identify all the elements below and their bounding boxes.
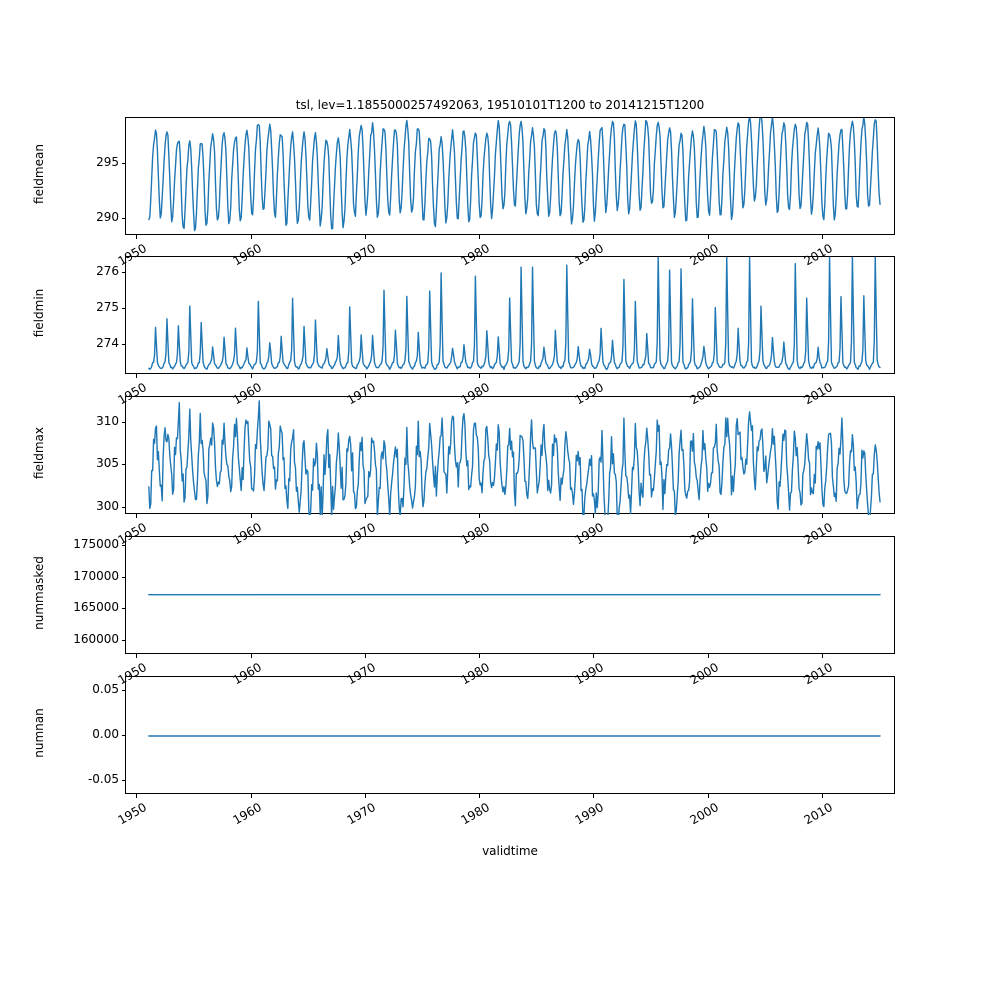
y-tick-label: 275 [96, 299, 119, 314]
y-tick-mark [121, 640, 125, 642]
x-tick-mark [136, 794, 138, 798]
y-tick-mark [121, 217, 125, 219]
subplot-fieldmin [125, 256, 895, 374]
x-tick-mark [707, 374, 709, 378]
data-line-nummasked [148, 594, 881, 596]
x-tick-mark [136, 514, 138, 518]
subplot-fieldmax [125, 396, 895, 515]
y-tick-mark [121, 507, 125, 509]
x-tick-mark [250, 235, 252, 239]
x-tick-label: 2000 [687, 800, 721, 828]
y-tick-mark [121, 544, 125, 546]
x-tick-mark [136, 654, 138, 658]
x-tick-mark [707, 794, 709, 798]
x-tick-mark [479, 235, 481, 239]
x-tick-mark [364, 794, 366, 798]
x-tick-label: 1950 [115, 800, 150, 828]
y-tick-label: 160000 [73, 632, 119, 647]
y-tick-label: 290 [96, 209, 119, 224]
y-tick-label: 0.05 [92, 682, 119, 697]
y-tick-mark [121, 735, 125, 736]
x-tick-mark [593, 235, 595, 239]
y-tick-mark [121, 162, 125, 164]
data-line-fieldmax [148, 400, 881, 515]
x-tick-mark [593, 794, 595, 798]
x-tick-mark [821, 794, 823, 798]
data-line-fieldmin [148, 257, 881, 371]
x-tick-mark [593, 374, 595, 378]
x-tick-mark [593, 654, 595, 658]
x-tick-mark [250, 794, 252, 798]
y-tick-mark [121, 421, 125, 423]
x-tick-mark [479, 374, 481, 378]
data-line-fieldmean [148, 118, 881, 232]
y-tick-mark [121, 779, 125, 781]
x-tick-mark [707, 654, 709, 658]
y-tick-label: 0.00 [92, 727, 119, 741]
y-tick-mark [121, 608, 125, 610]
x-tick-label: 1960 [230, 800, 264, 828]
x-tick-mark [707, 235, 709, 239]
x-tick-mark [364, 374, 366, 378]
subplot-numnan [125, 676, 895, 794]
y-tick-mark [121, 690, 125, 692]
figure-title: tsl, lev=1.1855000257492063, 19510101T12… [295, 98, 705, 112]
y-tick-label: 165000 [73, 600, 119, 615]
y-tick-mark [121, 576, 125, 578]
subplot-fieldmean [125, 117, 895, 235]
y-tick-label: 300 [96, 499, 119, 514]
x-tick-mark [364, 654, 366, 658]
x-tick-mark [821, 235, 823, 239]
x-tick-mark [821, 654, 823, 658]
x-tick-mark [136, 374, 138, 378]
x-tick-mark [250, 374, 252, 378]
x-tick-label: 2010 [801, 800, 835, 828]
x-tick-mark [250, 514, 252, 518]
x-tick-mark [821, 374, 823, 378]
y-tick-label: 295 [96, 154, 119, 169]
data-line-numnan [148, 735, 881, 737]
y-axis-label-numnan: numnan [32, 708, 46, 758]
y-tick-label: 305 [96, 456, 119, 471]
y-tick-mark [121, 307, 125, 309]
y-tick-label: 175000 [73, 536, 119, 551]
y-tick-mark [121, 464, 125, 466]
y-tick-label: 170000 [73, 568, 119, 583]
subplot-nummasked [125, 536, 895, 654]
x-tick-mark [821, 514, 823, 518]
x-tick-mark [136, 235, 138, 239]
x-tick-mark [364, 514, 366, 518]
x-tick-mark [479, 794, 481, 798]
x-tick-mark [250, 654, 252, 658]
x-tick-mark [479, 654, 481, 658]
x-tick-mark [364, 235, 366, 239]
x-axis-label: validtime [482, 844, 538, 858]
y-tick-label: -0.05 [87, 771, 119, 786]
y-tick-mark [121, 272, 125, 274]
y-tick-label: 276 [96, 264, 119, 279]
y-tick-label: 310 [96, 413, 119, 428]
x-tick-mark [707, 514, 709, 518]
y-tick-label: 274 [96, 335, 119, 350]
x-tick-mark [593, 514, 595, 518]
x-tick-mark [479, 514, 481, 518]
y-tick-mark [121, 343, 125, 345]
